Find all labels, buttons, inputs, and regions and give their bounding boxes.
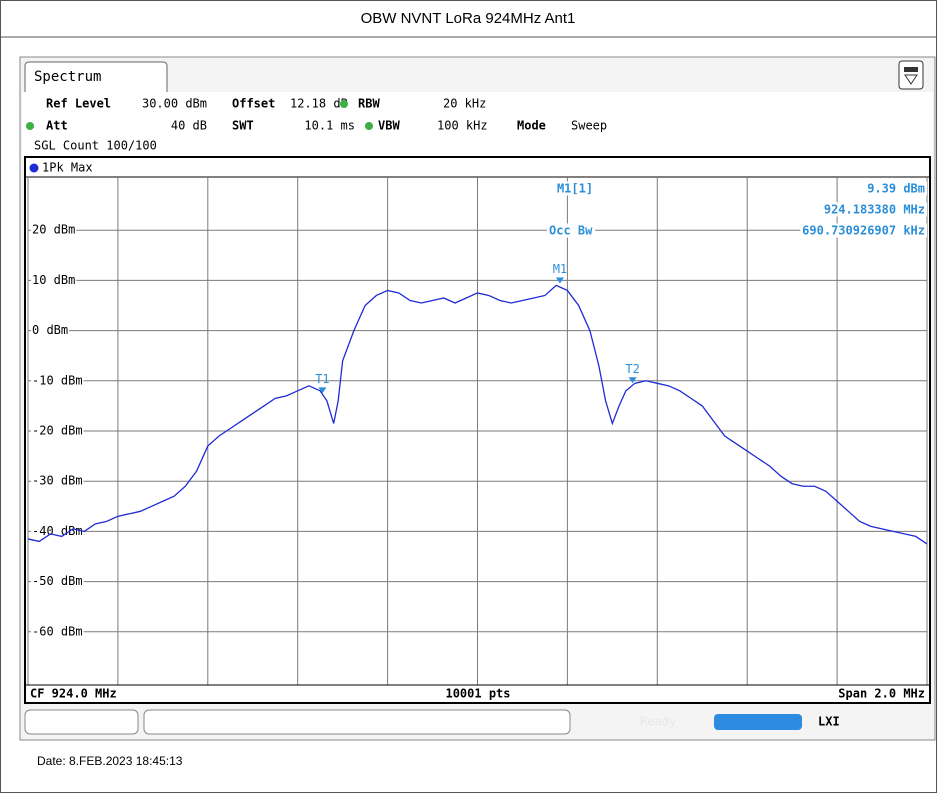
label-background [31, 574, 84, 589]
y-tick-label: -10 dBm [32, 373, 83, 387]
value: 20 kHz [443, 97, 486, 111]
label-background [31, 473, 84, 488]
marker-readout: Occ Bw [549, 224, 593, 238]
menu-icon [904, 67, 918, 72]
marker-label: M1 [553, 262, 567, 276]
label: RBW [358, 97, 380, 111]
label: SWT [232, 119, 254, 133]
label-background [31, 373, 84, 388]
label-background [547, 223, 596, 238]
label: Mode [517, 119, 546, 133]
tab-label: Spectrum [34, 69, 101, 85]
y-tick-label: -20 dBm [32, 424, 83, 438]
marker-readout: 690.730926907 kHz [802, 224, 925, 238]
tab[interactable] [24, 61, 168, 92]
label-background [31, 423, 84, 438]
label-background [865, 181, 927, 196]
indicator [26, 122, 34, 130]
marker [318, 387, 327, 394]
value: 30.00 dBm [142, 97, 207, 111]
label: Offset [232, 97, 275, 111]
center-frequency: CF 924.0 MHz [30, 687, 117, 701]
points: 10001 pts [445, 687, 510, 701]
marker [628, 377, 637, 384]
status-box [24, 709, 139, 735]
label: Ref Level [46, 97, 111, 111]
label-background [31, 323, 70, 338]
label-background [31, 222, 77, 237]
label-background [31, 523, 84, 538]
lxi-logo: LXI [818, 715, 840, 729]
status: Ready [640, 715, 676, 729]
span: Span 2.0 MHz [838, 687, 925, 701]
value: 40 dB [171, 119, 207, 133]
trace-label: 1Pk Max [42, 161, 93, 175]
indicator [340, 100, 348, 108]
label: Att [46, 119, 68, 133]
page-title: OBW NVNT LoRa 924MHz Ant1 [361, 10, 576, 27]
marker-readout: 924.183380 MHz [824, 203, 925, 217]
status-box [143, 709, 571, 735]
label-background [800, 223, 927, 238]
y-tick-label: -40 dBm [32, 524, 83, 538]
marker-readout: 9.39 dBm [867, 182, 925, 196]
y-tick-label: 0 dBm [32, 323, 68, 337]
value: 100 kHz [437, 119, 488, 133]
marker-label: T2 [625, 362, 639, 376]
label-background [821, 202, 927, 217]
label: VBW [378, 119, 400, 133]
progress-bar [714, 714, 802, 730]
label-background [31, 624, 84, 639]
label-background [31, 272, 77, 287]
value: 10.1 ms [304, 119, 355, 133]
settings-panel [22, 92, 933, 157]
y-tick-label: -60 dBm [32, 624, 83, 638]
sweep-count: SGL Count 100/100 [34, 139, 157, 153]
trace [27, 284, 928, 545]
trace-dot [29, 163, 39, 173]
value: Sweep [571, 119, 607, 133]
marker-label: T1 [315, 372, 329, 386]
indicator [365, 122, 373, 130]
date: Date: 8.FEB.2023 18:45:13 [37, 754, 183, 768]
y-tick-label: -30 dBm [32, 474, 83, 488]
marker-readout: M1[1] [557, 182, 593, 196]
y-tick-label: -50 dBm [32, 574, 83, 588]
value: 12.18 dB [290, 97, 348, 111]
y-tick-label: 20 dBm [32, 223, 75, 237]
menu-icon [904, 74, 918, 85]
label-background [554, 181, 596, 196]
marker [555, 277, 564, 284]
y-tick-label: 10 dBm [32, 273, 75, 287]
